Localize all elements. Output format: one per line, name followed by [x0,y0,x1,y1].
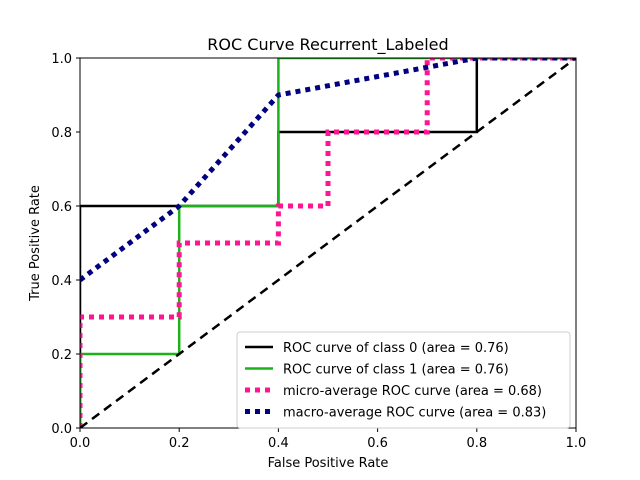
legend-label: macro-average ROC curve (area = 0.83) [283,406,546,421]
x-tick-label: 0.8 [466,436,487,451]
x-tick-label: 0.0 [70,436,91,451]
y-tick-label: 1.0 [51,52,72,67]
x-axis-label: False Positive Rate [268,456,389,471]
y-tick-label: 0.8 [51,126,72,141]
x-tick-label: 0.6 [367,436,388,451]
y-tick-label: 0.2 [51,348,72,363]
y-axis-label: True Positive Rate [28,185,43,302]
chance-diagonal-line [80,58,576,428]
x-tick-label: 0.2 [169,436,190,451]
legend-box [236,331,571,429]
x-tick-label: 0.4 [268,436,289,451]
legend: ROC curve of class 0 (area = 0.76) ROC cu… [236,331,571,429]
series-layer [80,58,576,428]
y-tick-label: 0.4 [51,274,72,289]
y-tick-label: 0.0 [51,422,72,437]
series-line-3 [80,58,576,283]
legend-label: ROC curve of class 1 (area = 0.76) [283,363,509,378]
series-line-2 [80,58,576,428]
y-tick-label: 0.6 [51,200,72,215]
chart-title: ROC Curve Recurrent_Labeled [207,35,448,55]
legend-label: ROC curve of class 0 (area = 0.76) [283,341,509,356]
x-tick-label: 1.0 [566,436,587,451]
ticks-layer: 0.0 0.2 0.4 0.6 0.8 1.0 0.0 0.2 0.4 0.6 0.8 1.0 [51,52,586,451]
legend-label: micro-average ROC curve (area = 0.68) [283,384,542,399]
